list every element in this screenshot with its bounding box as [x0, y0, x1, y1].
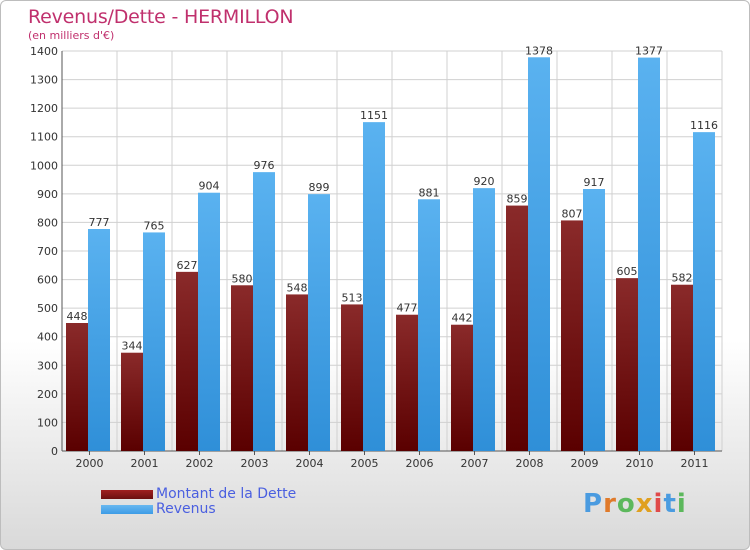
logo-letter: i: [676, 489, 687, 519]
logo-letter: x: [635, 489, 654, 519]
data-label-revenue: 899: [309, 181, 330, 194]
data-label-revenue: 765: [144, 219, 165, 232]
bar-revenue: [528, 57, 550, 452]
logo-letter: t: [663, 489, 677, 519]
x-tick-label: 2005: [351, 457, 379, 470]
data-label-debt: 548: [287, 281, 308, 294]
bar-revenue: [143, 232, 165, 451]
data-label-debt: 807: [562, 207, 583, 220]
x-tick-label: 2002: [186, 457, 214, 470]
x-tick-label: 2004: [296, 457, 324, 470]
logo-letter: P: [583, 489, 604, 519]
y-tick-label: 1000: [30, 159, 58, 172]
bar-debt: [176, 271, 198, 451]
data-label-debt: 344: [122, 340, 143, 353]
x-tick-label: 2009: [571, 457, 599, 470]
bar-debt: [506, 205, 528, 451]
data-label-revenue: 904: [199, 180, 220, 193]
legend-label-debt: Montant de la Dette: [156, 486, 297, 502]
y-tick-label: 1400: [30, 45, 58, 58]
data-label-revenue: 1116: [690, 119, 718, 132]
x-tick-label: 2000: [76, 457, 104, 470]
x-tick-label: 2008: [516, 457, 544, 470]
bar-debt: [286, 294, 308, 451]
y-tick-label: 1300: [30, 74, 58, 87]
bar-revenue: [473, 188, 495, 451]
x-tick-label: 2006: [406, 457, 434, 470]
bar-revenue: [693, 132, 715, 451]
data-label-debt: 605: [617, 265, 638, 278]
data-label-debt: 442: [452, 312, 473, 325]
chart-title: Revenus/Dette - HERMILLON: [28, 6, 294, 28]
chart-subtitle: (en milliers d'€): [28, 29, 115, 42]
data-label-debt: 859: [507, 193, 528, 206]
bar-revenue: [363, 122, 385, 452]
y-tick-label: 700: [37, 245, 58, 258]
bar-revenue: [198, 192, 220, 451]
data-label-revenue: 976: [254, 159, 275, 172]
y-tick-label: 400: [37, 331, 58, 344]
legend-swatch-debt: [101, 490, 153, 499]
bar-revenue: [638, 57, 660, 451]
y-tick-label: 200: [37, 388, 58, 401]
bar-debt: [121, 352, 143, 451]
data-label-debt: 448: [67, 310, 88, 323]
data-label-revenue: 1151: [360, 109, 388, 122]
x-tick-label: 2007: [461, 457, 489, 470]
bar-debt: [396, 314, 418, 451]
bar-revenue: [88, 229, 110, 451]
data-label-debt: 582: [672, 272, 693, 285]
data-label-debt: 627: [177, 259, 198, 272]
bar-debt: [671, 284, 693, 451]
data-label-revenue: 920: [474, 175, 495, 188]
x-tick-label: 2010: [626, 457, 654, 470]
proxiti-logo: Proxiti: [583, 489, 687, 519]
data-label-revenue: 1378: [525, 44, 553, 57]
x-tick-label: 2011: [681, 457, 709, 470]
bar-debt: [341, 304, 363, 451]
logo-letter: r: [603, 489, 617, 519]
legend-swatch-revenue: [101, 505, 153, 514]
data-label-revenue: 1377: [635, 45, 663, 58]
data-label-debt: 580: [232, 272, 253, 285]
data-label-revenue: 881: [419, 186, 440, 199]
bar-debt: [616, 278, 638, 451]
data-label-debt: 477: [397, 302, 418, 315]
y-tick-label: 800: [37, 216, 58, 229]
legend-label-revenue: Revenus: [156, 501, 216, 517]
y-tick-label: 600: [37, 274, 58, 287]
y-tick-label: 100: [37, 416, 58, 429]
y-tick-label: 500: [37, 302, 58, 315]
bar-revenue: [253, 172, 275, 451]
bar-debt: [451, 324, 473, 451]
x-tick-label: 2001: [131, 457, 159, 470]
y-tick-label: 1200: [30, 102, 58, 115]
data-label-revenue: 777: [89, 216, 110, 229]
logo-letter: i: [653, 489, 664, 519]
y-tick-label: 300: [37, 359, 58, 372]
bar-revenue: [308, 194, 330, 451]
bar-debt: [231, 285, 253, 451]
bar-debt: [561, 220, 583, 451]
bar-debt: [66, 323, 88, 451]
y-tick-label: 0: [51, 445, 58, 458]
x-tick-label: 2003: [241, 457, 269, 470]
data-label-debt: 513: [342, 291, 363, 304]
y-tick-label: 900: [37, 188, 58, 201]
logo-letter: o: [616, 489, 636, 519]
data-label-revenue: 917: [584, 176, 605, 189]
bar-revenue: [418, 199, 440, 451]
bar-revenue: [583, 189, 605, 451]
y-tick-label: 1100: [30, 131, 58, 144]
